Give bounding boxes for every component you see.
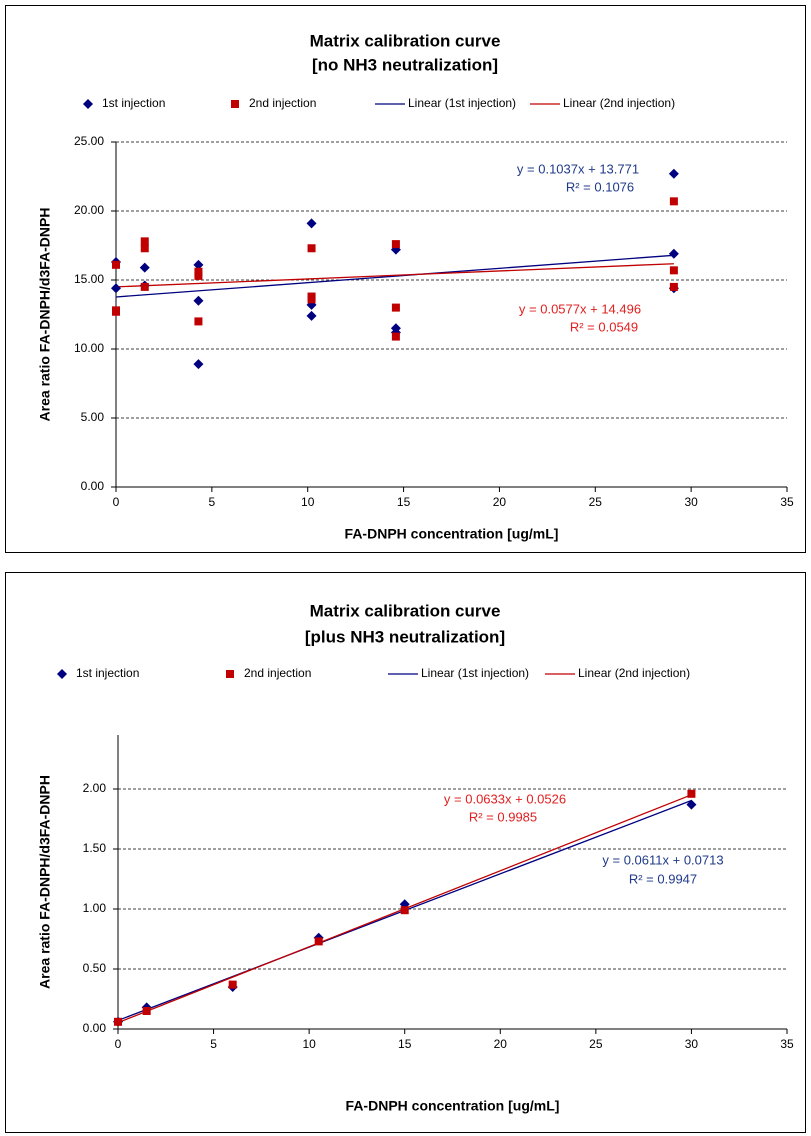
x-tick-label: 20: [494, 1037, 508, 1051]
x-tick-label: 5: [210, 1037, 217, 1051]
x-tick-label: 10: [302, 1037, 316, 1051]
x-tick-label: 10: [301, 495, 315, 509]
diamond-marker: [139, 262, 150, 273]
square-marker: [226, 670, 234, 678]
x-tick-label: 20: [493, 495, 507, 509]
square-marker: [140, 237, 149, 246]
square-marker: [112, 306, 120, 315]
trend-line: [115, 263, 674, 288]
x-axis-title: FA-DNPH concentration [ug/mL]: [345, 526, 559, 542]
y-tick-label: 0.00: [83, 1021, 107, 1035]
square-marker: [669, 197, 678, 206]
square-marker: [669, 266, 678, 275]
legend-label: Linear (1st injection): [408, 96, 516, 110]
y-tick-label: 15.00: [74, 272, 104, 286]
x-tick-label: 5: [209, 495, 216, 509]
legend-label: 1st injection: [76, 666, 139, 680]
chart-frame: [5, 5, 806, 553]
x-tick-label: 35: [780, 495, 794, 509]
diamond-marker: [111, 283, 121, 294]
x-axis-title: FA-DNPH concentration [ug/mL]: [346, 1098, 560, 1114]
legend-label: Linear (2nd injection): [578, 666, 690, 680]
trend-equation: y = 0.1037x + 13.771: [517, 161, 639, 176]
y-tick-label: 20.00: [74, 203, 104, 217]
square-marker: [194, 317, 203, 326]
diamond-marker: [306, 310, 317, 321]
square-marker: [140, 244, 149, 253]
x-tick-label: 35: [780, 1037, 794, 1051]
square-marker: [307, 295, 316, 304]
x-tick-label: 15: [397, 495, 411, 509]
x-tick-label: 25: [589, 1037, 603, 1051]
trend-equation: y = 0.0577x + 14.496: [519, 301, 641, 316]
diamond-marker: [686, 799, 697, 810]
legend-label: Linear (2nd injection): [563, 96, 675, 110]
square-marker: [391, 240, 400, 249]
square-marker: [194, 267, 203, 276]
diamond-marker: [193, 259, 204, 270]
diamond-marker: [83, 99, 93, 109]
x-tick-label: 25: [589, 495, 603, 509]
x-tick-label: 0: [115, 1037, 122, 1051]
chart-frame: [5, 572, 806, 1133]
y-tick-label: 0.50: [83, 961, 107, 975]
square-marker: [391, 332, 400, 341]
square-marker: [400, 906, 409, 915]
legend-label: Linear (1st injection): [421, 666, 529, 680]
trend-equation: R² = 0.9985: [469, 809, 537, 824]
x-tick-label: 30: [684, 495, 698, 509]
trend-line: [115, 254, 674, 298]
chart-title: [no NH3 neutralization]: [312, 55, 498, 74]
y-tick-label: 2.00: [83, 781, 107, 795]
y-tick-label: 5.00: [81, 410, 105, 424]
diamond-marker: [668, 248, 679, 259]
square-marker: [142, 1007, 151, 1015]
square-marker: [307, 244, 316, 253]
square-marker: [669, 282, 678, 291]
x-tick-label: 0: [113, 495, 120, 509]
legend-label: 2nd injection: [249, 96, 316, 110]
square-marker: [112, 260, 120, 269]
legend-label: 1st injection: [102, 96, 165, 110]
y-tick-label: 10.00: [74, 341, 104, 355]
square-marker: [231, 100, 239, 108]
diamond-marker: [57, 669, 67, 679]
square-marker: [114, 1017, 122, 1026]
trend-equation: y = 0.0633x + 0.0526: [444, 791, 566, 806]
y-axis-title: Area ratio FA-DNPH/d3FA-DNPH: [37, 208, 53, 422]
chart-title: [plus NH3 neutralization]: [305, 627, 505, 646]
y-tick-label: 1.50: [83, 841, 107, 855]
diamond-marker: [306, 218, 317, 229]
square-marker: [391, 303, 400, 312]
y-tick-label: 25.00: [74, 134, 104, 148]
y-tick-label: 1.00: [83, 901, 107, 915]
trend-equation: R² = 0.9947: [629, 871, 697, 886]
trend-equation: y = 0.0611x + 0.0713: [602, 852, 723, 867]
square-marker: [314, 937, 323, 946]
diamond-marker: [668, 168, 679, 179]
square-marker: [228, 980, 237, 989]
y-tick-label: 0.00: [81, 479, 105, 493]
x-tick-label: 15: [398, 1037, 412, 1051]
square-marker: [687, 789, 696, 798]
square-marker: [194, 271, 203, 280]
chart-title: Matrix calibration curve: [310, 601, 501, 620]
trend-equation: R² = 0.0549: [570, 319, 638, 334]
trend-equation: R² = 0.1076: [566, 179, 634, 194]
diamond-marker: [193, 359, 204, 370]
y-axis-title: Area ratio FA-DNPH/d3FA-DNPH: [37, 775, 53, 989]
x-tick-label: 30: [685, 1037, 699, 1051]
square-marker: [140, 282, 149, 291]
chart-title: Matrix calibration curve: [310, 31, 501, 50]
legend-label: 2nd injection: [244, 666, 311, 680]
diamond-marker: [193, 295, 204, 306]
